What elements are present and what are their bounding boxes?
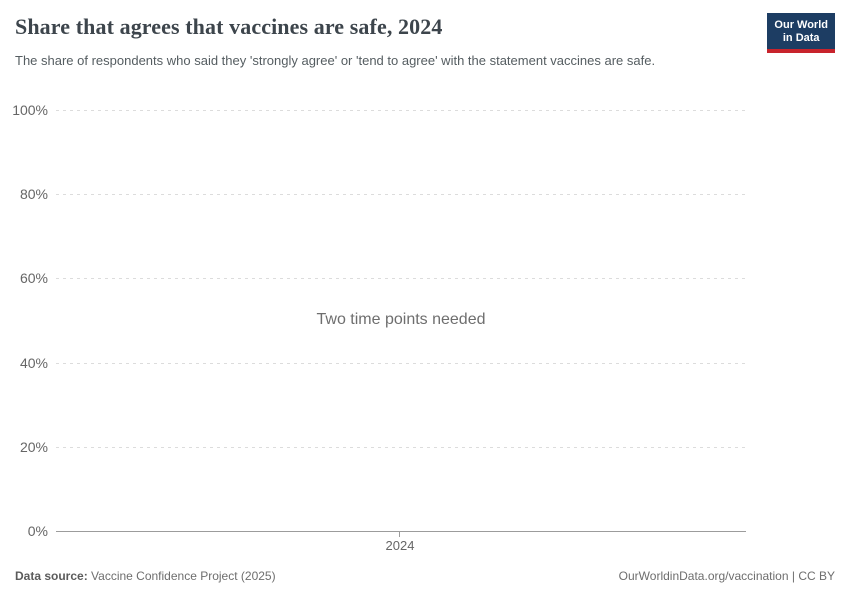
y-gridline	[56, 278, 746, 279]
y-axis-tick-label: 60%	[19, 270, 48, 286]
data-source: Data source: Vaccine Confidence Project …	[15, 569, 276, 583]
y-axis-tick-label: 40%	[19, 355, 48, 371]
x-axis-tick-label: 2024	[385, 538, 415, 553]
x-axis-line	[56, 531, 746, 532]
empty-state-message: Two time points needed	[316, 311, 486, 328]
owid-logo: Our World in Data	[767, 13, 835, 53]
y-axis-tick-label: 80%	[19, 186, 48, 202]
x-axis-tick	[399, 532, 400, 537]
owid-logo-line2: in Data	[782, 32, 820, 44]
page-title: Share that agrees that vaccines are safe…	[15, 14, 443, 39]
y-gridline	[56, 363, 746, 364]
y-gridline	[56, 447, 746, 448]
y-axis-tick-label: 0%	[27, 523, 48, 539]
y-gridline	[56, 194, 746, 195]
chart-subtitle: The share of respondents who said they '…	[15, 53, 656, 68]
owid-logo-line1: Our World	[774, 19, 828, 31]
y-gridline	[56, 110, 746, 111]
y-axis-tick-label: 100%	[12, 102, 48, 118]
data-source-value: Vaccine Confidence Project (2025)	[87, 569, 276, 583]
data-source-label: Data source:	[15, 569, 88, 583]
y-axis-tick-label: 20%	[19, 439, 48, 455]
footer-citation-link[interactable]: OurWorldinData.org/vaccination | CC BY	[618, 569, 835, 583]
